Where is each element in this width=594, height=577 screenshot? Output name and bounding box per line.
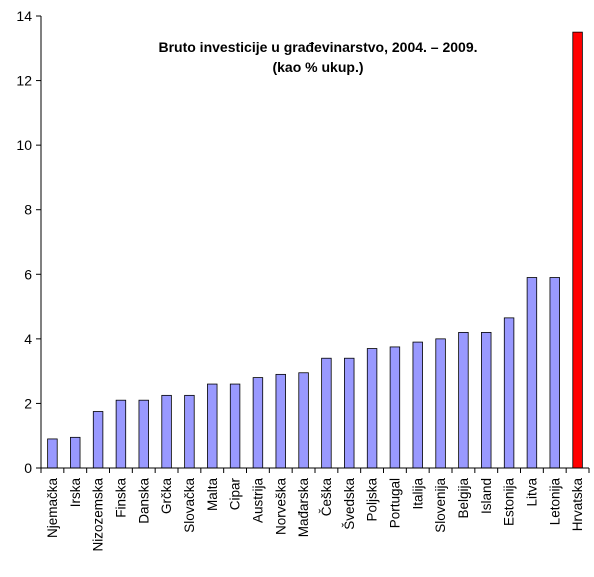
x-tick-label-21: Litva xyxy=(524,478,539,507)
bar-2 xyxy=(92,411,104,469)
x-tick-label-5: Grčka xyxy=(159,478,174,514)
y-tick-label-6: 12 xyxy=(16,73,32,89)
y-tick-label-3: 6 xyxy=(24,266,32,282)
bar-14 xyxy=(366,348,378,469)
bar-22 xyxy=(549,277,560,469)
bar-12 xyxy=(321,357,332,469)
bar-7 xyxy=(207,383,218,469)
bar-10 xyxy=(275,373,286,469)
bar-5 xyxy=(161,394,172,469)
x-tick-label-15: Portugal xyxy=(387,478,402,528)
x-tick-label-17: Slovenija xyxy=(433,478,448,533)
x-tick-label-20: Estonija xyxy=(502,478,517,527)
x-tick-label-19: Island xyxy=(479,478,494,514)
y-tick-label-5: 10 xyxy=(16,137,32,153)
x-tick-label-10: Norveška xyxy=(273,478,288,536)
x-tick-label-18: Belgija xyxy=(456,478,471,519)
bar-3 xyxy=(115,399,127,469)
y-tick-label-7: 14 xyxy=(16,8,32,24)
bar-1 xyxy=(70,436,81,469)
y-tick-label-1: 2 xyxy=(24,395,32,411)
bar-8 xyxy=(229,383,241,469)
x-tick-label-3: Finska xyxy=(113,478,128,518)
bar-16 xyxy=(412,341,423,469)
x-tick-label-1: Irska xyxy=(68,478,83,508)
chart-subtitle: (kao % ukup.) xyxy=(272,59,363,75)
y-tick-label-0: 0 xyxy=(24,460,32,476)
bar-4 xyxy=(138,399,149,469)
x-tick-label-23: Hrvatska xyxy=(570,478,585,532)
x-tick-label-8: Cipar xyxy=(228,477,243,510)
x-axis: Njemačka Irska Nizozemska Finska Danska Grčka… xyxy=(40,467,590,552)
bar-17 xyxy=(435,338,446,469)
bars-group xyxy=(47,31,583,469)
bar-0 xyxy=(47,438,58,469)
bar-19 xyxy=(481,331,492,469)
bar-20 xyxy=(503,317,515,469)
bar-23 xyxy=(572,31,583,469)
x-tick-label-13: Švedska xyxy=(342,478,357,530)
bar-6 xyxy=(184,394,195,469)
bar-9 xyxy=(252,377,264,469)
x-tick-label-6: Slovačka xyxy=(182,478,197,533)
x-tick-label-9: Austrija xyxy=(250,478,265,524)
bar-18 xyxy=(458,331,469,469)
y-axis: 0 2 4 6 8 10 12 14 xyxy=(16,8,42,476)
bar-11 xyxy=(298,372,309,469)
x-tick-label-2: Nizozemska xyxy=(91,478,106,552)
x-tick-label-14: Poljska xyxy=(365,478,380,522)
y-tick-label-2: 4 xyxy=(24,331,32,347)
y-tick-label-4: 8 xyxy=(24,202,32,218)
x-tick-label-11: Mađarska xyxy=(296,478,311,538)
x-tick-label-12: Češka xyxy=(319,478,334,517)
chart-title: Bruto investicije u građevinarstvo, 2004… xyxy=(158,39,477,55)
x-tick-label-0: Njemačka xyxy=(45,478,60,539)
x-tick-label-7: Malta xyxy=(205,478,220,512)
bar-15 xyxy=(389,346,401,469)
x-tick-label-4: Danska xyxy=(136,478,151,524)
x-tick-label-22: Letonija xyxy=(547,478,562,526)
bar-13 xyxy=(344,357,355,469)
x-tick-label-16: Italija xyxy=(410,478,425,510)
bar-21 xyxy=(526,277,538,469)
